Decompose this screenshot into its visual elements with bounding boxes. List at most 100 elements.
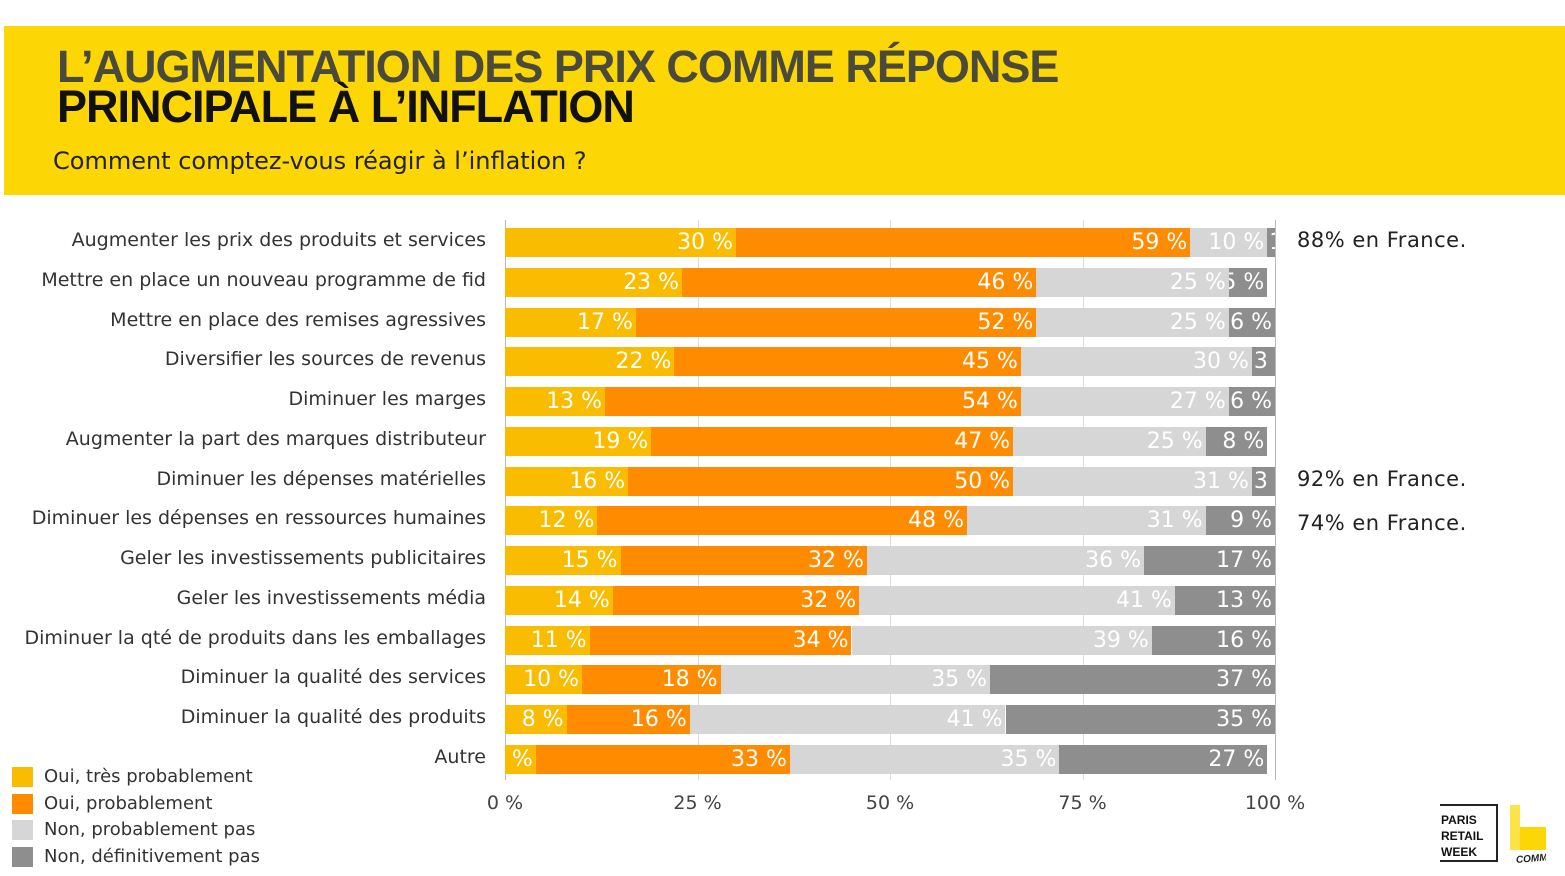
data-label: 18 % (661, 667, 718, 693)
data-label: 19 % (592, 428, 649, 454)
bar-segment: 23 % (505, 267, 683, 297)
data-label: 4 % (505, 746, 533, 772)
gridline (505, 220, 506, 780)
bar-segment: 10 % (505, 665, 582, 695)
data-label: 27 % (1169, 389, 1226, 414)
bar-segment: 18 % (582, 665, 721, 695)
data-label: 47 % (954, 428, 1011, 454)
x-tick-label: 25 % (673, 792, 722, 814)
bar-segment: 14 % (505, 585, 613, 615)
bar-segment: 41 % (689, 705, 1006, 734)
data-label: 6 % (1230, 309, 1272, 335)
bar-segment: 37 % (990, 665, 1275, 695)
legend-label: Oui, probablement (44, 792, 213, 814)
data-label: 12 % (538, 508, 595, 534)
data-label: 10 % (523, 667, 579, 693)
category-label: Mettre en place des remises agressives (110, 308, 486, 331)
data-label: 11 % (530, 627, 587, 653)
commerce-logo: COMMERCE (1510, 805, 1546, 865)
x-tick-label: 0 % (486, 792, 524, 814)
bar-segment: 50 % (628, 466, 1014, 496)
bar-segment: 35 % (720, 665, 991, 695)
data-label: 35 % (931, 667, 988, 693)
data-label: 16 % (1216, 627, 1272, 653)
bar-segment: 35 % (789, 744, 1060, 774)
data-label: 32 % (807, 548, 864, 573)
data-label: 10 % (1208, 230, 1265, 255)
data-label: 23 % (623, 269, 680, 295)
data-label: 16 % (630, 707, 687, 732)
category-label: Geler les investissements média (176, 586, 486, 609)
legend-swatch (12, 793, 33, 814)
svg-text:COMMERCE: COMMERCE (1516, 850, 1546, 865)
bar-segment: 22 % (505, 347, 675, 377)
bar-segment: 6 % (1228, 387, 1275, 416)
data-label: 9 % (1230, 508, 1272, 534)
data-label: 45 % (961, 349, 1018, 375)
category-label: Diversifier les sources de revenus (164, 348, 486, 371)
data-label: 14 % (553, 587, 610, 613)
data-label: 25 % (1146, 428, 1203, 454)
data-label: 5 % (1228, 269, 1265, 295)
data-label: 16 % (569, 468, 626, 494)
data-label: 3 % (1253, 349, 1275, 375)
legend-swatch (12, 820, 33, 840)
data-label: 25 % (1169, 309, 1226, 335)
legend-label: Non, définitivement pas (44, 845, 260, 867)
bar-segment: 4 % (505, 744, 536, 774)
bar-segment: 10 % (1190, 228, 1268, 257)
data-label: 35 % (1000, 746, 1057, 772)
bar-segment: 33 % (535, 744, 790, 774)
bar-segment: 30 % (1020, 347, 1252, 377)
bar-segment: 11 % (505, 625, 590, 655)
page-title-line1: L’AUGMENTATION DES PRIX COMME RÉPONSE (57, 41, 1059, 92)
page-subtitle: Comment comptez-vous réagir à l’inflatio… (53, 147, 587, 175)
france-annotation: 92% en France. (1297, 466, 1467, 491)
bar-segment: 48 % (597, 506, 967, 536)
bar-segment: 13 % (1174, 585, 1275, 615)
category-label: Diminuer les dépenses matérielles (156, 467, 486, 490)
bar-segment: 31 % (967, 506, 1206, 536)
data-label: 34 % (792, 627, 849, 653)
data-label: 33 % (730, 746, 787, 772)
data-label: 3 % (1253, 468, 1275, 494)
bar-segment: 54 % (605, 387, 1021, 416)
bar-segment: 8 % (505, 705, 567, 734)
bar-segment: 39 % (851, 625, 1152, 655)
bar-segment: 12 % (505, 506, 598, 536)
bar-segment: 17 % (505, 307, 636, 337)
data-label: 41 % (1115, 587, 1172, 613)
data-label: 39 % (1092, 627, 1149, 653)
x-tick-label: 100 % (1244, 792, 1306, 814)
gridline (697, 220, 699, 780)
bar-segment: 36 % (866, 546, 1145, 575)
data-label: 22 % (615, 349, 672, 375)
header-banner: L’AUGMENTATION DES PRIX COMME RÉPONSE PR… (4, 26, 1565, 195)
bar-segment: 5 % (1228, 267, 1268, 297)
bar-segment: 15 % (505, 546, 621, 575)
data-label: 32 % (800, 587, 857, 613)
bar-segment: 27 % (1059, 744, 1268, 774)
data-label: 27 % (1208, 746, 1265, 772)
category-label: Diminuer les marges (288, 388, 486, 410)
page-title-line2: PRINCIPALE À L’INFLATION (57, 81, 635, 132)
x-tick-label: 50 % (865, 792, 915, 814)
data-label: 6 % (1230, 389, 1272, 414)
legend-swatch (12, 767, 33, 787)
data-label: 35 % (1216, 707, 1272, 732)
data-label: 8 % (521, 707, 564, 732)
data-label: 13 % (546, 389, 603, 414)
category-label: Diminuer les dépenses en ressources huma… (31, 507, 486, 530)
category-label: Diminuer la qualité des produits (180, 706, 486, 728)
data-label: 13 % (1216, 587, 1272, 613)
category-label: Autre (434, 745, 486, 768)
bar-segment: 41 % (859, 585, 1175, 615)
bar-segment: 17 % (1144, 546, 1275, 575)
bar-segment: 45 % (674, 347, 1021, 377)
france-annotation: 88% en France. (1297, 228, 1467, 252)
category-label: Geler les investissements publicitaires (120, 547, 486, 569)
x-tick-label: 75 % (1058, 792, 1107, 814)
bar-segment: 31 % (1013, 466, 1252, 496)
bar-segment: 25 % (1013, 426, 1206, 456)
